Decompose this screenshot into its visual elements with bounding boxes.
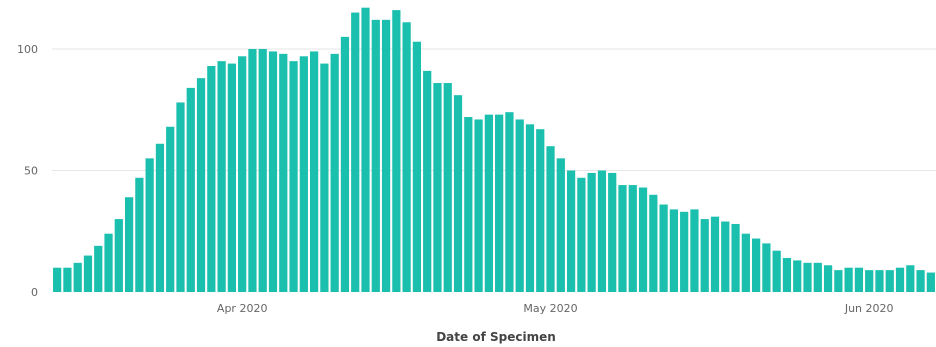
bar [53, 267, 62, 292]
bar [248, 49, 257, 292]
x-tick-label: May 2020 [523, 302, 577, 315]
bar [227, 63, 236, 292]
bar [556, 158, 565, 292]
bar [875, 270, 884, 292]
bar [772, 250, 781, 292]
x-axis-title: Date of Specimen [436, 330, 556, 344]
bar [155, 143, 165, 292]
bar [710, 216, 720, 292]
bar [268, 51, 278, 293]
y-tick-label: 0 [31, 286, 38, 299]
bars [53, 7, 935, 293]
bar [834, 270, 843, 292]
bar [412, 41, 422, 293]
bar [217, 61, 226, 293]
bar [546, 146, 555, 292]
x-tick-label: Apr 2020 [217, 302, 268, 315]
bar [577, 177, 586, 292]
bar [690, 209, 699, 292]
bar [505, 112, 514, 293]
bar [813, 262, 822, 292]
bar [124, 197, 134, 292]
bar [104, 233, 113, 292]
bar [669, 209, 678, 292]
x-tick-label: Jun 2020 [844, 302, 894, 315]
bar [63, 267, 72, 292]
bar [453, 95, 463, 292]
y-tick-label: 100 [17, 43, 38, 56]
y-axis-ticks: 0 50 100 [17, 43, 38, 299]
bar [484, 114, 493, 292]
bar [638, 187, 648, 292]
bar [145, 158, 154, 292]
bar [186, 87, 195, 292]
bar [176, 102, 185, 293]
bar [865, 270, 874, 292]
bar [279, 53, 288, 292]
bar [289, 61, 298, 293]
bar [73, 262, 82, 292]
bar [731, 223, 740, 292]
bar [258, 49, 267, 292]
bar [114, 219, 123, 292]
bar [700, 219, 709, 292]
bar [83, 255, 93, 292]
bar [618, 185, 627, 292]
bar [649, 194, 658, 292]
bar [464, 117, 473, 292]
bar [207, 66, 216, 292]
bar [762, 243, 771, 292]
bar [803, 262, 812, 292]
bar [895, 267, 905, 292]
bar [433, 83, 442, 293]
bar [525, 124, 535, 292]
bar [782, 257, 792, 292]
bar [392, 10, 401, 293]
bar [926, 272, 935, 292]
bar [515, 119, 524, 292]
bar [443, 83, 452, 293]
bar [628, 185, 637, 292]
bar [659, 204, 668, 292]
bar [135, 177, 144, 292]
bar [597, 170, 607, 292]
bar [310, 51, 319, 293]
bar [474, 119, 483, 292]
bar [680, 211, 689, 292]
bar [495, 114, 504, 292]
bar [741, 233, 750, 292]
bar [94, 245, 103, 292]
bar [916, 270, 925, 292]
bar [166, 126, 175, 292]
bar [340, 36, 350, 292]
bar [330, 53, 339, 292]
bar [608, 172, 617, 292]
bar [402, 22, 411, 293]
bar [823, 265, 833, 292]
bar [844, 267, 853, 292]
bar [721, 221, 730, 292]
bar [566, 170, 576, 292]
bar [423, 70, 432, 293]
x-axis-ticks: Apr 2020 May 2020 Jun 2020 [217, 302, 894, 315]
bar [854, 267, 864, 292]
bar [371, 19, 380, 293]
y-tick-label: 50 [24, 165, 38, 178]
bar [238, 56, 247, 292]
bar [536, 129, 545, 292]
bar [752, 238, 761, 292]
bar [299, 56, 308, 292]
bar [361, 7, 370, 292]
bar [381, 19, 391, 293]
bar [793, 260, 802, 292]
bar [587, 172, 596, 292]
bar [196, 78, 206, 292]
bar [320, 63, 329, 292]
bar [351, 12, 360, 293]
bar [906, 265, 915, 292]
bar [885, 270, 894, 292]
